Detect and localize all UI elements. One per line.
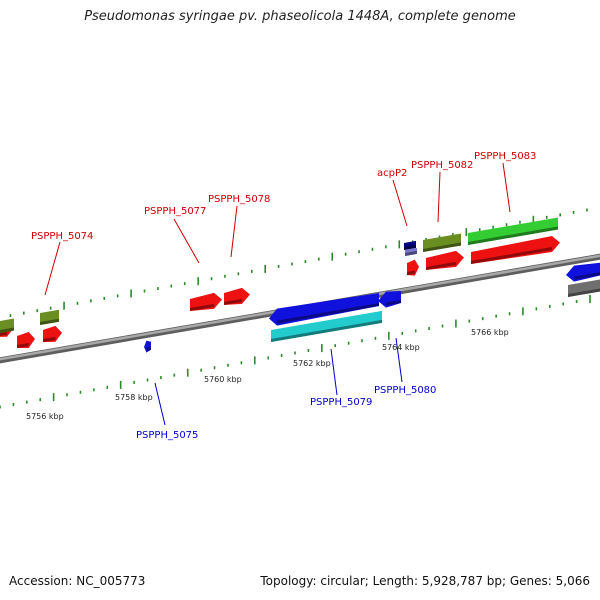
gene-label-pspph-5080: PSPPH_5080 [374,385,436,396]
label-leader-line [502,162,511,213]
kbp-label-5762: 5762 kbp [293,359,331,368]
label-leader-line [330,348,338,396]
gene-arrow-gray [568,279,600,297]
gene-label-pspph-5074: PSPPH_5074 [31,231,93,242]
kbp-label-5764: 5764 kbp [382,343,420,352]
gene-arrow-slate [405,247,417,256]
lower-tick-row [0,295,591,409]
gene-arrow-blue [144,340,151,353]
gene-label-pspph-5079: PSPPH_5079 [310,397,372,408]
gene-arrow-navy [404,240,416,250]
gene-label-pspph-5075: PSPPH_5075 [136,430,198,441]
gene-arrow-red [407,259,419,276]
upper-tick-row [9,208,588,318]
kbp-label-5756: 5756 kbp [26,412,64,421]
gene-arrow-red [43,325,62,342]
map-title: Pseudomonas syringae pv. phaseolicola 14… [84,9,516,24]
gene-arrow-blue [566,262,600,282]
label-leader-line [44,241,61,296]
gene-arrow-blue [269,293,379,326]
gene-arrow-olive [0,318,14,333]
gene-arrow-green [468,217,558,245]
gene-label-acpp2: acpP2 [377,168,407,179]
label-leader-line [437,171,441,223]
gene-arrow-blue [378,291,401,308]
label-leader-line [173,218,200,264]
kbp-label-5758: 5758 kbp [115,393,153,402]
gene-label-pspph-5078: PSPPH_5078 [208,194,270,205]
label-leader-line [392,179,408,227]
gene-arrow-red [17,331,35,348]
gene-arrow-red [224,287,250,305]
gene-arrow-red [426,250,464,270]
label-leader-line [395,337,403,383]
accession-text: Accession: NC_005773 [9,574,146,588]
gene-arrow-cyan [271,310,382,342]
gene-arrow-red [190,292,222,311]
label-leader-line [154,382,166,426]
kbp-label-5760: 5760 kbp [204,375,242,384]
genome-summary-text: Topology: circular; Length: 5,928,787 bp… [260,574,590,588]
gene-arrows [0,217,600,353]
gene-arrow-red [471,236,560,264]
gene-label-pspph-5077: PSPPH_5077 [144,206,206,217]
label-leader-line [230,205,238,258]
gene-label-pspph-5082: PSPPH_5082 [411,160,473,171]
gene-arrow-olive [423,233,461,252]
gene-label-pspph-5083: PSPPH_5083 [474,151,536,162]
kbp-label-5766: 5766 kbp [471,328,509,337]
label-leaders [44,162,511,426]
gene-arrow-olive [40,309,59,325]
